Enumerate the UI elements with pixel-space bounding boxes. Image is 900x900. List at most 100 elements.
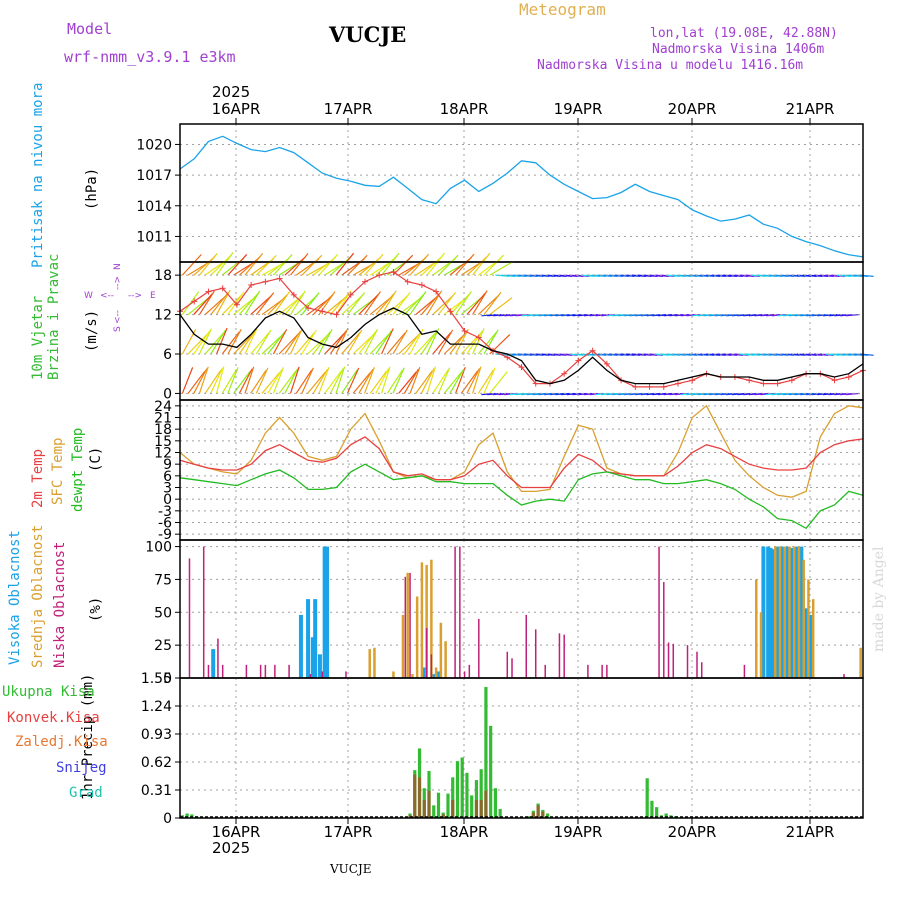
- wind-arrow: [455, 253, 475, 276]
- wind-arrow: [193, 330, 211, 355]
- wind-arrow: [261, 371, 281, 394]
- wind-arrow: [420, 368, 435, 394]
- low-cloud-bar: [459, 546, 461, 678]
- low-cloud-bar: [601, 664, 603, 678]
- total-precip-bar: [498, 808, 502, 818]
- low-cloud-bar: [563, 634, 565, 678]
- wind-arrow: [364, 291, 381, 315]
- wind-arrow: [437, 367, 451, 394]
- wind-arrow: [363, 367, 375, 394]
- mid-cloud-bar: [401, 614, 405, 678]
- wind-arrow: [483, 367, 496, 394]
- wind-arrow: [449, 368, 465, 394]
- wind-arrow: [198, 366, 209, 394]
- high-cloud-bar: [768, 547, 773, 678]
- ytick-label-2-1: -6: [158, 516, 172, 532]
- total-precip-bar: [489, 725, 493, 818]
- wind-arrow: [335, 252, 355, 276]
- wind-arrow: [250, 369, 267, 394]
- wind-arrow: [489, 260, 515, 276]
- model-name: wrf-nmm_v3.9.1 e3km: [64, 48, 236, 66]
- wind-arrow: [272, 253, 293, 276]
- low-cloud-bar: [321, 671, 324, 678]
- wind-arrow: [301, 329, 317, 355]
- ytick-label-1-2: 12: [154, 308, 172, 324]
- wind-arrow: [859, 274, 874, 277]
- date-bottom-2: 18APR: [440, 823, 489, 841]
- mid-cloud-bar: [759, 612, 763, 678]
- wind-arrow: [489, 371, 508, 394]
- wind-arrow: [193, 293, 213, 315]
- dir-arrow-left: <--: [100, 291, 114, 301]
- ytick-label-2-7: 12: [154, 446, 172, 462]
- low-cloud-bar: [663, 582, 665, 678]
- wind-arrow: [318, 367, 330, 394]
- low-cloud-bar: [259, 664, 262, 678]
- ytick-label-2-3: 0: [163, 492, 172, 508]
- dir-W: W: [84, 291, 93, 301]
- mid-cloud-bar: [420, 562, 424, 678]
- low-cloud-bar: [217, 638, 219, 678]
- low-cloud-bar: [245, 664, 248, 678]
- dir-N: N: [113, 263, 123, 270]
- ytick-label-2-11: 24: [154, 399, 172, 415]
- wind-arrow: [381, 290, 397, 315]
- wind-arrow: [204, 369, 222, 394]
- ytick-label-4-2: 0.62: [141, 755, 172, 771]
- low-cloud-bar: [511, 658, 513, 678]
- wind-arrow: [415, 370, 433, 394]
- wind-arrow: [278, 333, 299, 355]
- date-top-0: 16APR: [212, 100, 261, 118]
- wind-arrow: [381, 328, 394, 355]
- wind-arrow: [398, 371, 417, 394]
- wind-arrow: [375, 330, 393, 355]
- wind-arrow: [221, 294, 243, 315]
- total-precip-bar: [650, 800, 654, 818]
- high-cloud-bar: [322, 546, 327, 678]
- mid-cloud-bar: [444, 641, 447, 678]
- wind-arrow: [381, 366, 391, 394]
- wind-arrow: [363, 328, 379, 355]
- mid-cloud-bar: [434, 667, 438, 678]
- wind-speed-line: [179, 307, 864, 385]
- low-cloud-legend: Niska Oblacnost: [52, 541, 68, 668]
- wind-arrow: [255, 292, 275, 315]
- mid-cloud-bar: [368, 649, 371, 678]
- low-cloud-bar: [188, 558, 191, 678]
- low-cloud-bar: [202, 546, 205, 678]
- ytick-label-1-1: 6: [163, 347, 172, 363]
- total-precip-bar: [465, 772, 469, 818]
- high-cloud-bar: [794, 546, 799, 678]
- wind-arrow: [455, 291, 472, 315]
- wind-arrow: [193, 368, 208, 394]
- wind-arrow: [358, 294, 379, 315]
- low-cloud-bar: [463, 671, 466, 678]
- low-cloud-bar: [558, 633, 561, 678]
- wind-arrow: [438, 291, 457, 315]
- high-cloud-bar: [775, 546, 780, 678]
- total-precip-bar: [527, 816, 531, 818]
- wind-arrow: [403, 293, 425, 315]
- wind-arrow: [307, 371, 326, 394]
- wind-arrow: [290, 252, 309, 276]
- wind-arrow: [375, 255, 398, 276]
- wind-arrow: [369, 333, 390, 355]
- wind-arrow: [392, 329, 408, 355]
- low-cloud-bar: [534, 629, 537, 678]
- wind-arrow: [335, 366, 346, 394]
- date-bottom-3: 19APR: [554, 823, 603, 841]
- wind-arrow: [477, 369, 494, 394]
- high-cloud-bar: [761, 546, 766, 678]
- station-bottom: VUCJE: [330, 862, 372, 876]
- ytick-label-3-2: 50: [154, 605, 172, 621]
- low-cloud-bar: [207, 664, 210, 678]
- ytick-label-2-10: 21: [154, 411, 172, 427]
- wind-arrow: [290, 290, 306, 315]
- low-cloud-bar: [221, 664, 224, 678]
- low-cloud-bar: [686, 645, 689, 678]
- wind-arrow: [341, 332, 361, 355]
- frozen-precip-legend: Zaledj.Kisa: [15, 734, 108, 750]
- wind-arrow: [415, 333, 436, 355]
- date-bottom-4: 20APR: [668, 823, 717, 841]
- wind-arrow: [198, 253, 218, 276]
